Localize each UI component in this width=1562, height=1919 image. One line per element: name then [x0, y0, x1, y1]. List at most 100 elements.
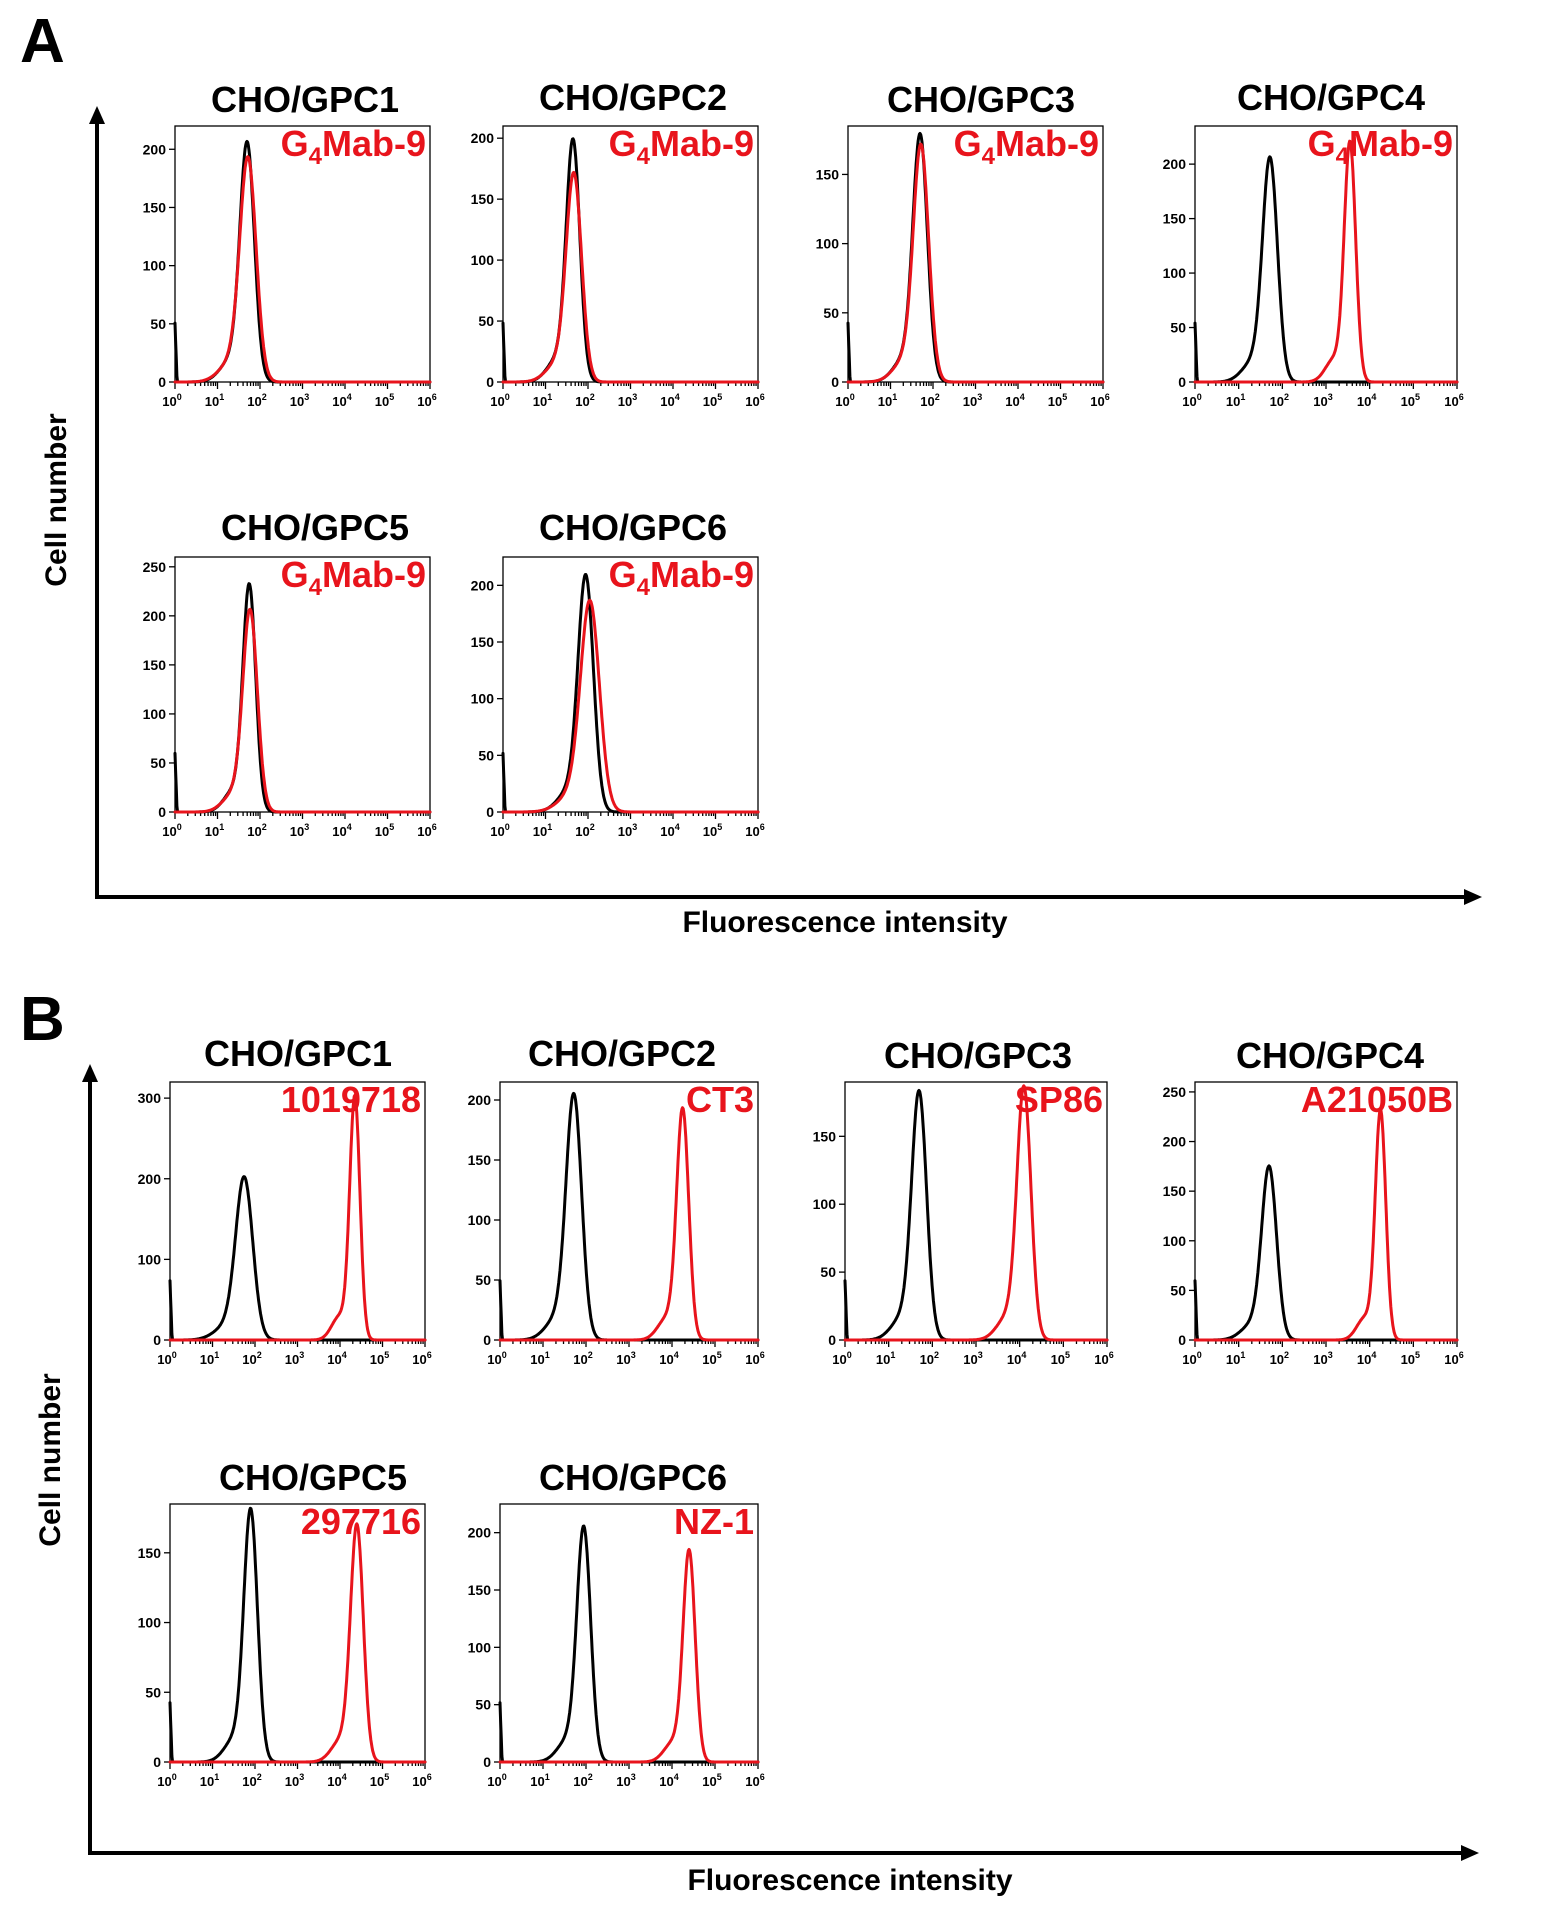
- y-axis-label: Cell number: [34, 1373, 67, 1547]
- x-tick-label: 104: [327, 1772, 346, 1789]
- x-tick-label: 103: [618, 392, 637, 409]
- x-tick-label: 100: [487, 1350, 506, 1367]
- x-tick-label: 100: [490, 822, 509, 839]
- y-tick-label: 200: [468, 1525, 492, 1541]
- y-tick-label: 100: [471, 691, 495, 707]
- x-tick-label: 106: [1444, 1350, 1463, 1367]
- x-tick-label: 106: [745, 1350, 764, 1367]
- y-tick-label: 0: [828, 1332, 836, 1348]
- y-tick-label: 0: [483, 1754, 491, 1770]
- x-tick-label: 102: [920, 1350, 939, 1367]
- x-tick-label: 101: [200, 1772, 219, 1789]
- y-tick-label: 150: [138, 1545, 162, 1561]
- antibody-histogram-line: [168, 1093, 427, 1342]
- antibody-label: G4Mab-9: [609, 123, 754, 170]
- x-tick-label: 103: [1313, 1350, 1332, 1367]
- plot-title: CHO/GPC5: [219, 1457, 407, 1498]
- y-tick-label: 150: [1163, 211, 1187, 227]
- plot-title: CHO/GPC2: [528, 1033, 716, 1074]
- histogram-6: CHO/GPC6 0 50 100 150 200 100 101 102 103 104 105 10…: [468, 1457, 765, 1789]
- antibody-histogram-line: [498, 1106, 760, 1342]
- antibody-label: 297716: [301, 1501, 421, 1542]
- plot-frame: [174, 125, 431, 383]
- y-tick-label: 150: [471, 634, 495, 650]
- x-tick-label: 100: [1182, 392, 1201, 409]
- plot-title: CHO/GPC2: [539, 77, 727, 118]
- x-tick-label: 101: [205, 392, 224, 409]
- y-tick-label: 100: [813, 1196, 837, 1212]
- panel-letter: B: [20, 985, 65, 1054]
- x-tick-label: 106: [1090, 392, 1109, 409]
- x-tick-label: 102: [573, 1350, 592, 1367]
- plot-title: CHO/GPC6: [539, 507, 727, 548]
- panel-letter: A: [20, 7, 65, 76]
- x-tick-label: 106: [745, 392, 764, 409]
- y-tick-label: 0: [158, 374, 166, 390]
- histogram-2: CHO/GPC2 0 50 100 150 200 100 101 102 103 104 105 10…: [471, 77, 765, 409]
- antibody-label: G4Mab-9: [1308, 123, 1453, 170]
- plot-title: CHO/GPC4: [1236, 1035, 1424, 1076]
- y-arrow-icon: [82, 1064, 98, 1082]
- x-tick-label: 100: [1182, 1350, 1201, 1367]
- x-tick-label: 102: [242, 1350, 261, 1367]
- x-tick-label: 102: [1270, 1350, 1289, 1367]
- x-arrow-icon: [1461, 1845, 1479, 1861]
- y-tick-label: 100: [468, 1212, 492, 1228]
- x-tick-label: 106: [1094, 1350, 1113, 1367]
- plot-frame: [169, 1081, 426, 1341]
- x-tick-label: 100: [490, 392, 509, 409]
- x-tick-label: 102: [247, 392, 266, 409]
- histogram-3: CHO/GPC3 0 50 100 150 100 101 102 103 104 105 106 SP…: [813, 1035, 1114, 1367]
- y-tick-label: 100: [143, 706, 167, 722]
- x-tick-label: 100: [157, 1772, 176, 1789]
- x-tick-label: 104: [327, 1350, 346, 1367]
- x-tick-label: 104: [660, 822, 679, 839]
- y-tick-label: 200: [471, 577, 495, 593]
- y-tick-label: 0: [1178, 1332, 1186, 1348]
- y-tick-label: 100: [816, 236, 840, 252]
- antibody-label: A21050B: [1301, 1079, 1453, 1120]
- y-tick-label: 0: [158, 804, 166, 820]
- histogram-6: CHO/GPC6 0 50 100 150 200 100 101 102 103 104 105 10…: [471, 507, 765, 839]
- x-tick-label: 102: [575, 822, 594, 839]
- histogram-4: CHO/GPC4 0 50 100 150 200 250 100 101 102 103 104 10…: [1163, 1035, 1464, 1367]
- y-tick-label: 200: [143, 141, 167, 157]
- antibody-label: NZ-1: [674, 1501, 754, 1542]
- y-tick-label: 50: [475, 1697, 491, 1713]
- histogram-1: CHO/GPC1 0 50 100 150 200 100 101 102 103 104 105 10…: [143, 79, 437, 409]
- antibody-histogram-line: [168, 1522, 427, 1764]
- x-tick-label: 105: [1401, 392, 1420, 409]
- antibody-histogram-line: [846, 142, 1105, 384]
- control-histogram-line: [173, 582, 432, 814]
- x-tick-label: 103: [1313, 392, 1332, 409]
- plot-frame: [499, 1503, 759, 1763]
- plot-title: CHO/GPC6: [539, 1457, 727, 1498]
- x-tick-label: 100: [162, 392, 181, 409]
- y-tick-label: 300: [138, 1090, 162, 1106]
- plot-frame: [499, 1081, 759, 1341]
- x-tick-label: 105: [370, 1772, 389, 1789]
- panel-a: A Cell number Fluorescence intensity CHO/GP…: [20, 7, 1482, 939]
- y-tick-label: 50: [150, 316, 166, 332]
- x-tick-label: 101: [530, 1772, 549, 1789]
- x-tick-label: 105: [375, 822, 394, 839]
- y-tick-label: 200: [468, 1092, 492, 1108]
- plot-title: CHO/GPC5: [221, 507, 409, 548]
- cell-number-axis-line: [88, 1076, 1467, 1855]
- plot-frame: [502, 125, 759, 383]
- x-tick-label: 103: [963, 1350, 982, 1367]
- y-tick-label: 50: [145, 1684, 161, 1700]
- x-tick-label: 104: [1357, 392, 1376, 409]
- x-tick-label: 104: [1005, 392, 1024, 409]
- plot-title: CHO/GPC4: [1237, 77, 1425, 118]
- x-tick-label: 100: [487, 1772, 506, 1789]
- y-axis-label: Cell number: [40, 413, 73, 587]
- y-tick-label: 50: [475, 1272, 491, 1288]
- y-tick-label: 150: [1163, 1183, 1187, 1199]
- antibody-histogram-line: [1193, 1107, 1459, 1342]
- control-histogram-line: [498, 1091, 760, 1342]
- plot-frame: [502, 556, 759, 813]
- antibody-histogram-line: [501, 598, 760, 814]
- histogram-5: CHO/GPC5 0 50 100 150 100 101 102 103 104 105 106 29…: [138, 1457, 432, 1789]
